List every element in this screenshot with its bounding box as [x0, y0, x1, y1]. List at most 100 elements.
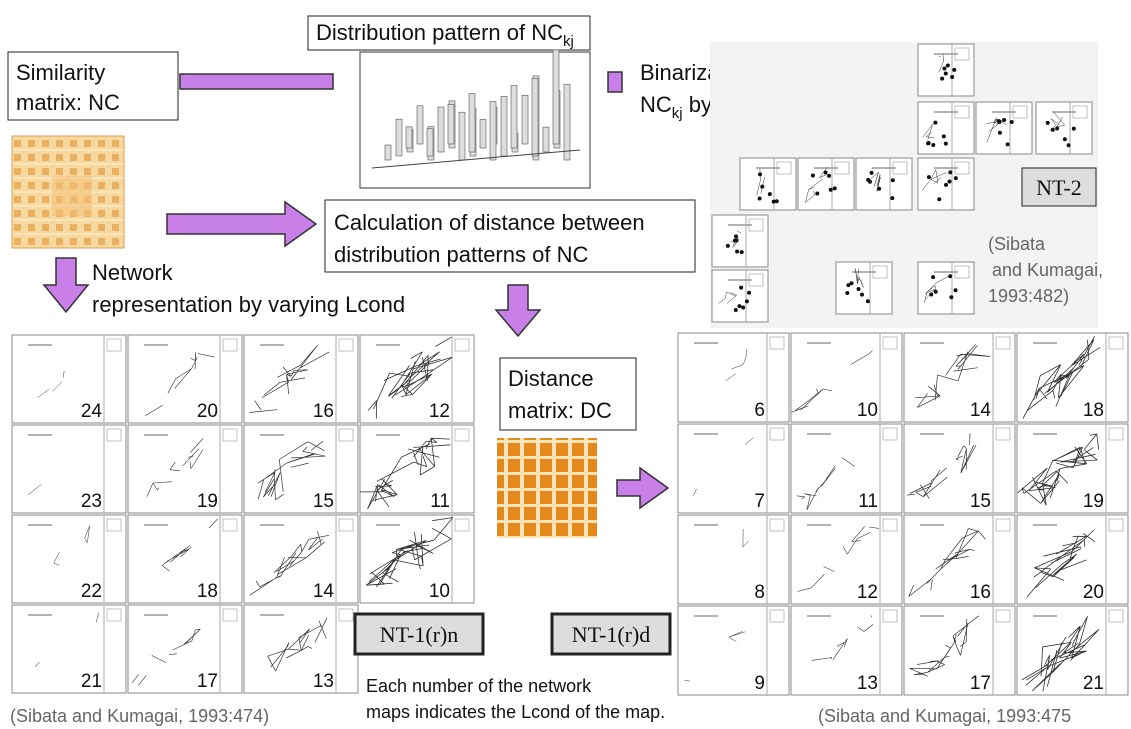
- map-number: 16: [313, 401, 334, 422]
- map-number: 15: [313, 491, 334, 512]
- similarity-text: Similarity: [16, 60, 105, 85]
- map-dot: [829, 188, 833, 192]
- map-number: 14: [970, 400, 992, 421]
- map-dot: [997, 119, 1001, 123]
- map-dot: [950, 75, 954, 79]
- map-frame: [918, 44, 974, 96]
- map-dot: [954, 288, 958, 292]
- citation: and Kumagai,: [992, 260, 1103, 280]
- map-dot: [827, 174, 831, 178]
- map-dot: [927, 141, 931, 145]
- map-number: 11: [858, 491, 878, 512]
- map-dot: [747, 291, 751, 295]
- map-dot: [940, 77, 944, 81]
- map-frame: [712, 270, 768, 322]
- map-dot: [866, 299, 870, 303]
- citation: (Sibata and Kumagai, 1993:474): [10, 706, 269, 726]
- map-dot: [937, 197, 941, 201]
- map-dot: [1046, 121, 1050, 125]
- map-dot: [927, 175, 931, 179]
- map-dot: [942, 134, 946, 138]
- bar-shape: [427, 129, 433, 156]
- map-number: 9: [754, 673, 765, 694]
- network-text: Network: [92, 260, 174, 285]
- map-frame: [678, 424, 789, 513]
- map-frame: [791, 515, 902, 604]
- bar-shape: [553, 50, 559, 144]
- map-number: 18: [1083, 400, 1104, 421]
- map-dot: [998, 131, 1002, 135]
- map-dot: [948, 170, 952, 174]
- map-number: 11: [430, 491, 450, 512]
- map-number: 20: [197, 401, 218, 422]
- bar-shape: [448, 104, 454, 144]
- map-dot: [846, 283, 850, 287]
- map-frame: [856, 158, 912, 210]
- binarization-subscript: kj: [672, 105, 683, 122]
- arrow-down: [44, 258, 88, 312]
- map-frame: [12, 515, 126, 603]
- map-frame: [1017, 333, 1128, 422]
- map-number: 15: [970, 491, 991, 512]
- map-dot: [948, 274, 952, 278]
- map-dot: [758, 172, 762, 176]
- map-number: 13: [857, 673, 878, 694]
- map-dot: [934, 290, 938, 294]
- map-dot: [768, 192, 772, 196]
- map-number: 8: [754, 582, 765, 603]
- map-dot: [741, 306, 745, 310]
- arrow-down: [496, 285, 540, 336]
- citation: 1993:482): [988, 286, 1069, 306]
- map-dot: [734, 239, 738, 243]
- map-frame: [791, 333, 902, 422]
- caption: maps indicates the Lcond of the map.: [366, 702, 665, 722]
- map-number: 21: [1083, 673, 1104, 694]
- map-dot: [845, 291, 849, 295]
- map-frame: [904, 515, 1015, 604]
- map-dot: [1067, 143, 1071, 147]
- map-dot: [946, 64, 950, 68]
- map-number: 16: [970, 582, 991, 603]
- map-frame: [836, 262, 892, 314]
- map-dot: [734, 308, 738, 312]
- map-frame: [798, 158, 854, 210]
- map-number: 17: [970, 673, 991, 694]
- network-text: representation by varying Lcond: [92, 292, 405, 317]
- citation: (Sibata and Kumagai, 1993:475: [818, 706, 1071, 726]
- binarization-nc: NC: [640, 92, 672, 117]
- calculation-text: Calculation of distance between: [334, 210, 645, 235]
- map-frame: [791, 606, 902, 695]
- bar-shape: [417, 106, 423, 144]
- map-number: 7: [754, 491, 765, 512]
- map-dot: [1002, 118, 1006, 122]
- map-frame: [1017, 515, 1128, 604]
- citation: (Sibata: [988, 234, 1046, 254]
- bar-shape: [522, 95, 528, 144]
- map-dot: [737, 304, 741, 308]
- map-dot: [954, 176, 958, 180]
- map-number: 14: [313, 581, 335, 602]
- map-frame: [12, 425, 126, 513]
- map-number: 10: [429, 581, 450, 602]
- map-dot: [1006, 142, 1010, 146]
- map-dot: [944, 183, 948, 187]
- map-dot: [833, 186, 837, 190]
- bar-chart-image: [360, 50, 590, 188]
- bar-shape: [385, 145, 391, 160]
- map-dot: [929, 293, 933, 297]
- connector: [608, 72, 622, 92]
- map-number: 12: [857, 582, 878, 603]
- map-dot: [815, 191, 819, 195]
- map-dot: [1072, 127, 1076, 131]
- title-subscript: kj: [563, 33, 574, 50]
- map-dot: [948, 180, 952, 184]
- map-frame: [12, 335, 126, 423]
- map-frame: [244, 425, 358, 513]
- map-dot: [891, 178, 895, 182]
- similarity-text: matrix: NC: [16, 90, 120, 115]
- map-frame: [712, 215, 768, 267]
- map-number: 24: [81, 401, 103, 422]
- map-number: 19: [1083, 491, 1104, 512]
- bar-shape: [543, 127, 549, 152]
